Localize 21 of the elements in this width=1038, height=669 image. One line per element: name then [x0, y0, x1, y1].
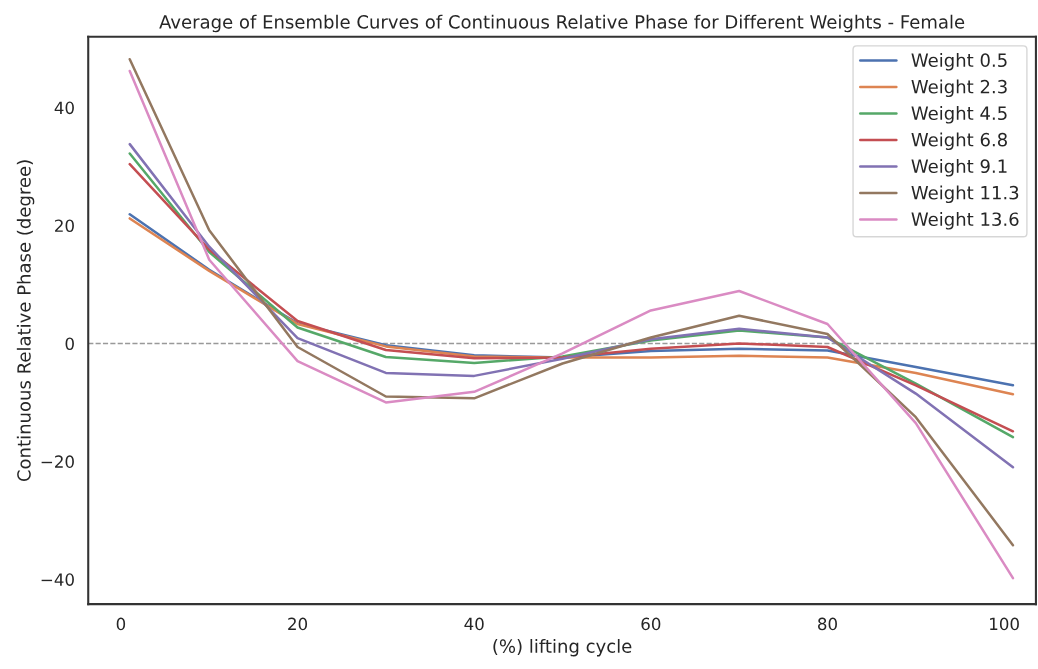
x-tick-label: 100 [990, 617, 1019, 631]
y-tick-label: 40 [54, 101, 74, 115]
y-axis-title: Continuous Relative Phase (degree) [16, 160, 35, 482]
y-tick-label: −40 [41, 573, 74, 586]
y-tick-label: 20 [55, 219, 74, 233]
y-tick-label: −20 [41, 455, 74, 468]
x-tick-label: 0 [116, 617, 126, 631]
legend-label: Weight 6.8 [911, 132, 1007, 151]
legend-label: Weight 9.1 [911, 159, 1007, 177]
x-tick-label: 40 [464, 617, 484, 631]
y-tick-label: 0 [65, 337, 74, 351]
x-tick-label: 20 [288, 617, 308, 631]
x-tick-label: 80 [818, 617, 837, 631]
legend-label: Weight 4.5 [911, 106, 1007, 124]
x-axis-title: (%) lifting cycle [493, 638, 632, 657]
legend-label: Weight 2.3 [911, 79, 1007, 98]
legend-label: Weight 13.6 [911, 212, 1019, 230]
legend-label: Weight 11.3 [911, 185, 1019, 204]
chart-title: Average of Ensemble Curves of Continuous Relative Phase for Different Weights - Female [159, 14, 965, 33]
legend-label: Weight 0.5 [911, 53, 1007, 71]
x-tick-label: 60 [641, 617, 661, 631]
